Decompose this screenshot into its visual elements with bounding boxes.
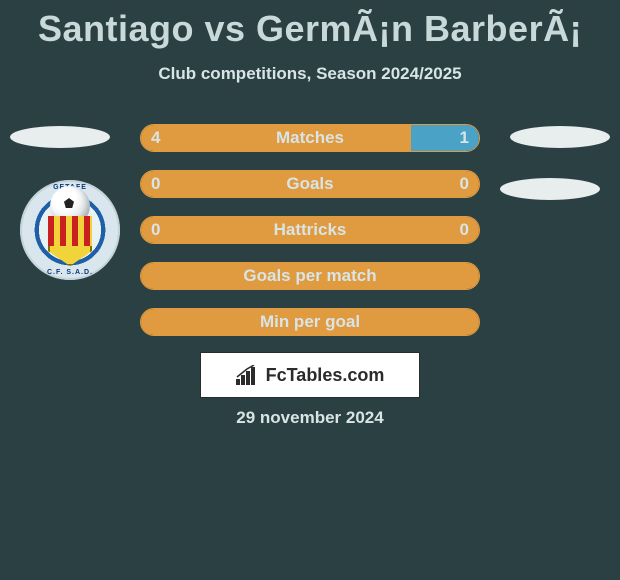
- page-title: Santiago vs GermÃ¡n BarberÃ¡: [0, 0, 620, 50]
- bar-label: Min per goal: [141, 309, 479, 335]
- stat-bar-row: Min per goal: [140, 308, 480, 336]
- stat-bar-row: 00Hattricks: [140, 216, 480, 244]
- stat-bar-row: Goals per match: [140, 262, 480, 290]
- bar-chart-icon: [236, 365, 260, 385]
- crest-text-bottom: C.F. S.A.D.: [20, 269, 120, 276]
- date-line: 29 november 2024: [0, 408, 620, 428]
- player-right-badge-placeholder-1: [510, 126, 610, 148]
- club-crest-getafe: GETAFE C.F. S.A.D.: [20, 180, 120, 280]
- watermark-badge: FcTables.com: [200, 352, 420, 398]
- bar-label: Goals per match: [141, 263, 479, 289]
- crest-stripes: [48, 216, 92, 246]
- stat-bars: 41Matches 00Goals 00Hattricks Goals per mat…: [140, 124, 480, 354]
- stat-bar-row: 00Goals: [140, 170, 480, 198]
- player-right-badge-placeholder-2: [500, 178, 600, 200]
- bar-label: Hattricks: [141, 217, 479, 243]
- stat-bar-row: 41Matches: [140, 124, 480, 152]
- watermark-text: FcTables.com: [266, 365, 385, 386]
- page-subtitle: Club competitions, Season 2024/2025: [0, 64, 620, 84]
- bar-label: Goals: [141, 171, 479, 197]
- bar-label: Matches: [141, 125, 479, 151]
- player-left-badge-placeholder: [10, 126, 110, 148]
